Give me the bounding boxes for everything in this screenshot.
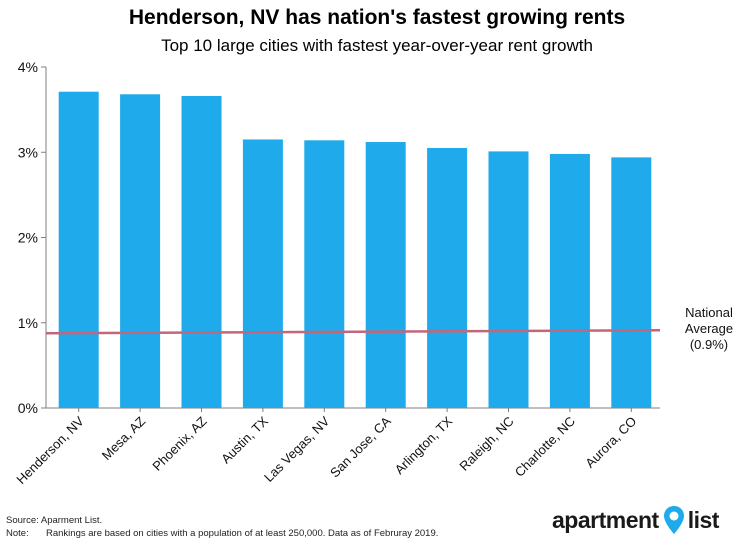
x-tick-label: Austin, TX — [218, 413, 271, 466]
x-tick-label: San Jose, CA — [327, 413, 394, 480]
x-tick-label: Charlotte, NC — [512, 414, 578, 480]
bar — [181, 95, 222, 409]
chart-title: Henderson, NV has nation's fastest growi… — [128, 6, 626, 29]
bar — [549, 153, 590, 408]
bar — [242, 139, 283, 408]
x-tick-label: Aurora, CO — [582, 414, 639, 471]
source-note: Source: Aparment List. — [6, 515, 103, 526]
y-tick-label: 4% — [18, 59, 38, 75]
national-average-line-3: (0.9%) — [689, 337, 729, 352]
x-tick-label: Raleigh, NC — [456, 414, 516, 474]
note-text: Rankings are based on cities with a popu… — [46, 528, 439, 539]
national-average-label: National Average (0.9%) — [664, 305, 754, 353]
national-average-line-2: Average — [684, 321, 734, 336]
logo-word-apartment: apartment — [552, 506, 659, 533]
note-label: Note: — [6, 528, 29, 539]
x-tick-label: Las Vegas, NV — [261, 413, 333, 485]
y-tick-label: 0% — [18, 400, 38, 416]
logo-word-list: list — [687, 506, 720, 533]
bar — [365, 142, 406, 408]
bar — [304, 140, 345, 408]
y-tick-label: 1% — [18, 315, 38, 331]
bar — [427, 147, 468, 409]
bar — [488, 151, 529, 408]
national-average-line-1: National — [685, 305, 733, 320]
footnote: Note: Rankings are based on cities with a… — [6, 528, 438, 539]
map-pin-icon — [663, 506, 684, 534]
apartment-list-logo: apartment list — [552, 505, 719, 535]
x-tick-label: Phoenix, AZ — [149, 413, 209, 473]
chart-subtitle: Top 10 large cities with fastest year-ov… — [161, 36, 593, 55]
bar — [120, 94, 161, 408]
national-average-line — [45, 329, 661, 335]
bar — [58, 91, 99, 408]
x-tick-label: Mesa, AZ — [99, 413, 148, 462]
y-tick-label: 2% — [18, 230, 38, 246]
x-tick-label: Arlington, TX — [392, 413, 456, 477]
bar — [611, 157, 652, 408]
y-tick-label: 3% — [18, 144, 38, 160]
x-tick-label: Henderson, NV — [13, 413, 87, 487]
